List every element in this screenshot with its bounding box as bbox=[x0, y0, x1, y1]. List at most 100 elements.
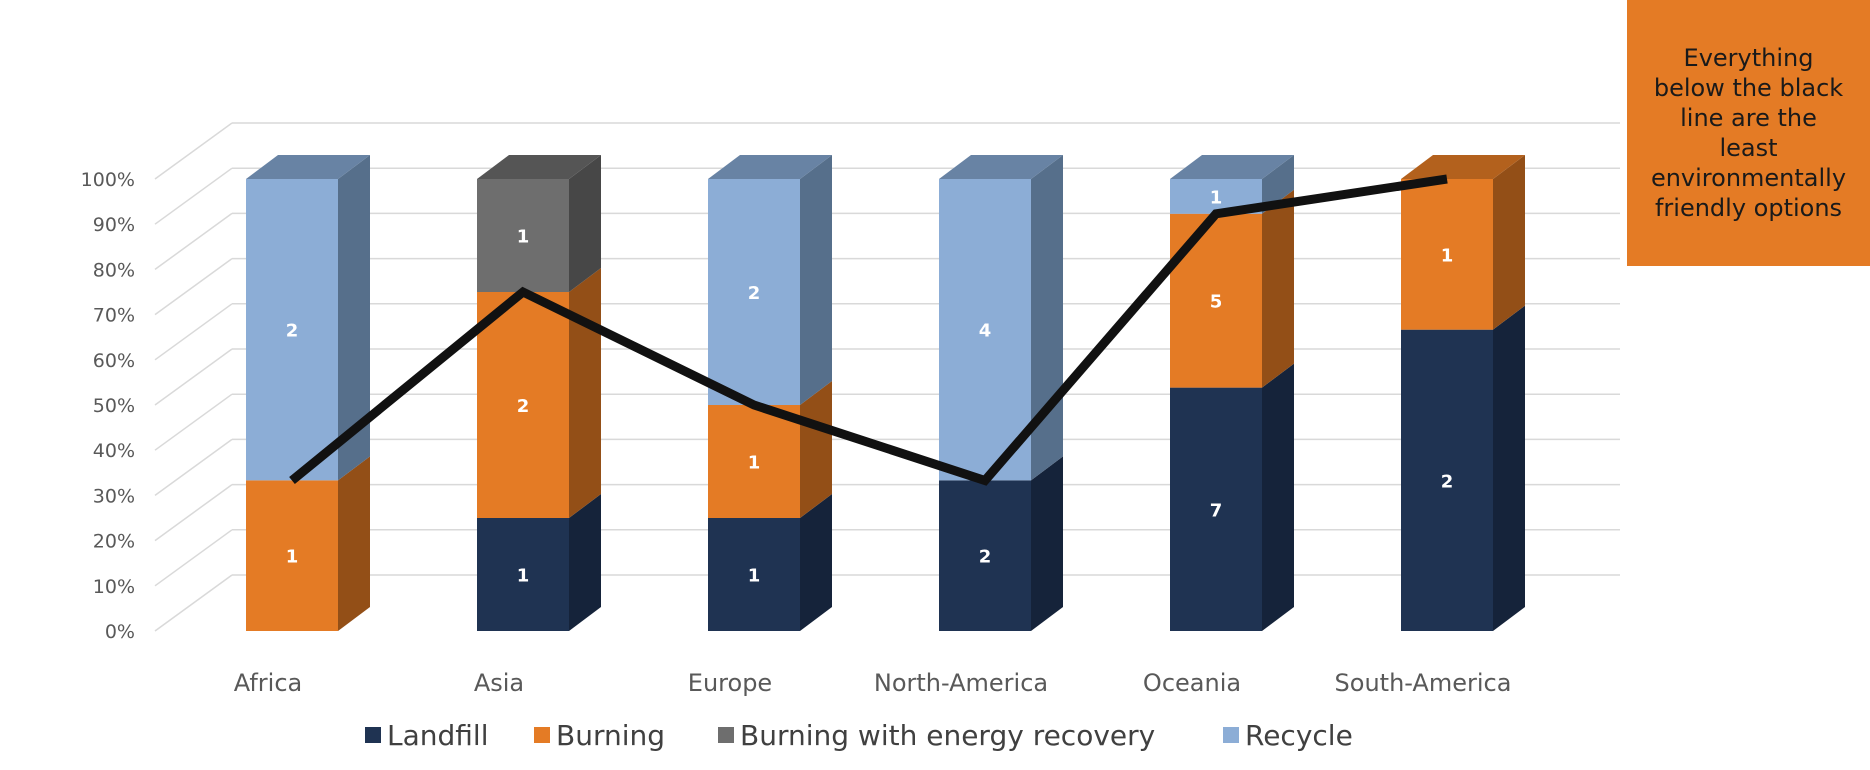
bar-segment-side bbox=[569, 155, 601, 292]
y-tick-label: 60% bbox=[93, 350, 135, 372]
bar-segment-recycle bbox=[939, 179, 1031, 481]
legend: Landfill Burning Burning with energy recov… bbox=[365, 719, 1353, 752]
bar-segment-side bbox=[1493, 305, 1525, 631]
category-label: Europe bbox=[688, 669, 772, 697]
gridline-diagonal bbox=[154, 393, 233, 451]
bar-segment-side bbox=[569, 494, 601, 631]
bar-segment-side bbox=[338, 155, 370, 481]
annotation-line: Everything bbox=[1683, 44, 1814, 72]
data-label: 2 bbox=[1441, 471, 1454, 492]
legend-label: Burning bbox=[556, 719, 665, 752]
y-tick-label: 20% bbox=[93, 531, 135, 553]
annotation-line: line are the bbox=[1680, 104, 1817, 132]
bar-segment-recycle bbox=[246, 179, 338, 481]
bar-segment-burning bbox=[1401, 179, 1493, 330]
legend-swatch bbox=[365, 727, 381, 743]
bar-segment-side bbox=[1262, 155, 1294, 214]
legend-swatch bbox=[1223, 727, 1239, 743]
bar-segment-landfill bbox=[1170, 387, 1262, 631]
annotation-text: Everything below the black line are the lea… bbox=[1651, 43, 1846, 223]
bar-segment-landfill bbox=[477, 518, 569, 631]
annotation-line: below the black bbox=[1653, 74, 1844, 102]
y-tick-label: 30% bbox=[93, 485, 135, 507]
bar-segment-side bbox=[800, 381, 832, 518]
y-tick-label: 50% bbox=[93, 395, 135, 417]
bar-segment-burning-with-energy-recovery bbox=[477, 179, 569, 292]
bar-top bbox=[939, 155, 1063, 179]
gridline-diagonal bbox=[154, 483, 233, 542]
annotation-box: Everything below the black line are the lea… bbox=[1627, 0, 1870, 266]
y-tick-label: 70% bbox=[93, 305, 135, 327]
annotation-line: least bbox=[1719, 134, 1778, 162]
bar-top bbox=[1170, 155, 1294, 179]
data-label: 2 bbox=[748, 283, 761, 304]
annotation-line: friendly options bbox=[1654, 194, 1843, 222]
bar-segment-side bbox=[1262, 189, 1294, 388]
threshold-line bbox=[289, 174, 1448, 486]
gridline-diagonal bbox=[154, 438, 233, 497]
bar-segment-side bbox=[1031, 155, 1063, 481]
y-axis-ticks: 0% 10% 20% 30% 40% 50% 60% 70% 80% 90% 100% bbox=[81, 169, 135, 643]
threshold-line bbox=[289, 174, 1448, 486]
data-label: 1 bbox=[1441, 245, 1454, 266]
bar-segment-side bbox=[1262, 363, 1294, 631]
data-label: 1 bbox=[748, 453, 761, 474]
bar-segment-burning bbox=[477, 292, 569, 518]
category-label: South-America bbox=[1335, 669, 1512, 697]
y-tick-label: 10% bbox=[93, 576, 135, 598]
category-label: North-America bbox=[874, 669, 1048, 697]
gridline-diagonal bbox=[154, 212, 233, 271]
legend-label: Burning with energy recovery bbox=[740, 719, 1155, 752]
bar-segment-landfill bbox=[708, 518, 800, 631]
data-label: 1 bbox=[1210, 187, 1223, 208]
data-label: 2 bbox=[286, 321, 299, 342]
data-label: 2 bbox=[517, 396, 530, 417]
gridline-diagonal bbox=[154, 348, 233, 406]
category-label: Asia bbox=[474, 669, 524, 697]
bar-segment-landfill bbox=[939, 480, 1031, 631]
data-label: 2 bbox=[979, 547, 992, 568]
bar-top bbox=[708, 155, 832, 179]
category-label: Oceania bbox=[1143, 669, 1241, 697]
bar-segment-recycle bbox=[708, 179, 800, 405]
bar-segment-side bbox=[800, 155, 832, 405]
data-label: 1 bbox=[517, 566, 530, 587]
bar-top bbox=[1401, 155, 1525, 179]
bar-segment-landfill bbox=[1401, 329, 1493, 631]
bar-segment-burning bbox=[708, 405, 800, 518]
bar-segment-side bbox=[569, 268, 601, 518]
x-axis-categories: Africa Asia Europe North-America Oceania Sout… bbox=[234, 669, 1512, 697]
y-tick-label: 100% bbox=[81, 169, 135, 191]
y-tick-label: 40% bbox=[93, 440, 135, 462]
data-label: 5 bbox=[1210, 292, 1223, 313]
legend-swatch bbox=[534, 727, 550, 743]
y-tick-label: 0% bbox=[105, 621, 135, 643]
data-label: 7 bbox=[1210, 500, 1223, 521]
bar-top bbox=[477, 155, 601, 179]
gridline-diagonal bbox=[154, 529, 233, 587]
gridlines bbox=[154, 122, 1620, 632]
y-tick-label: 80% bbox=[93, 259, 135, 281]
data-label: 4 bbox=[979, 321, 992, 342]
category-label: Africa bbox=[234, 669, 302, 697]
legend-label: Landfill bbox=[387, 719, 488, 752]
annotation-line: environmentally bbox=[1650, 164, 1847, 192]
gridline-diagonal bbox=[154, 122, 233, 180]
data-labels: 1 2 1 2 1 1 1 2 2 4 7 5 1 2 1 bbox=[286, 187, 1454, 586]
bar-segment-side bbox=[338, 456, 370, 631]
y-tick-label: 90% bbox=[93, 214, 135, 236]
data-label: 1 bbox=[748, 566, 761, 587]
data-label: 1 bbox=[517, 227, 530, 248]
gridline-diagonal bbox=[154, 574, 233, 632]
gridline-diagonal bbox=[154, 167, 233, 225]
legend-label: Recycle bbox=[1245, 719, 1353, 752]
bar-segment-burning bbox=[246, 480, 338, 631]
bar-segment-side bbox=[800, 494, 832, 631]
data-label: 1 bbox=[286, 547, 299, 568]
bar-segment-side bbox=[1493, 155, 1525, 330]
bar-top bbox=[246, 155, 370, 179]
legend-swatch bbox=[718, 727, 734, 743]
bars bbox=[246, 155, 1525, 631]
gridline-diagonal bbox=[154, 303, 233, 361]
